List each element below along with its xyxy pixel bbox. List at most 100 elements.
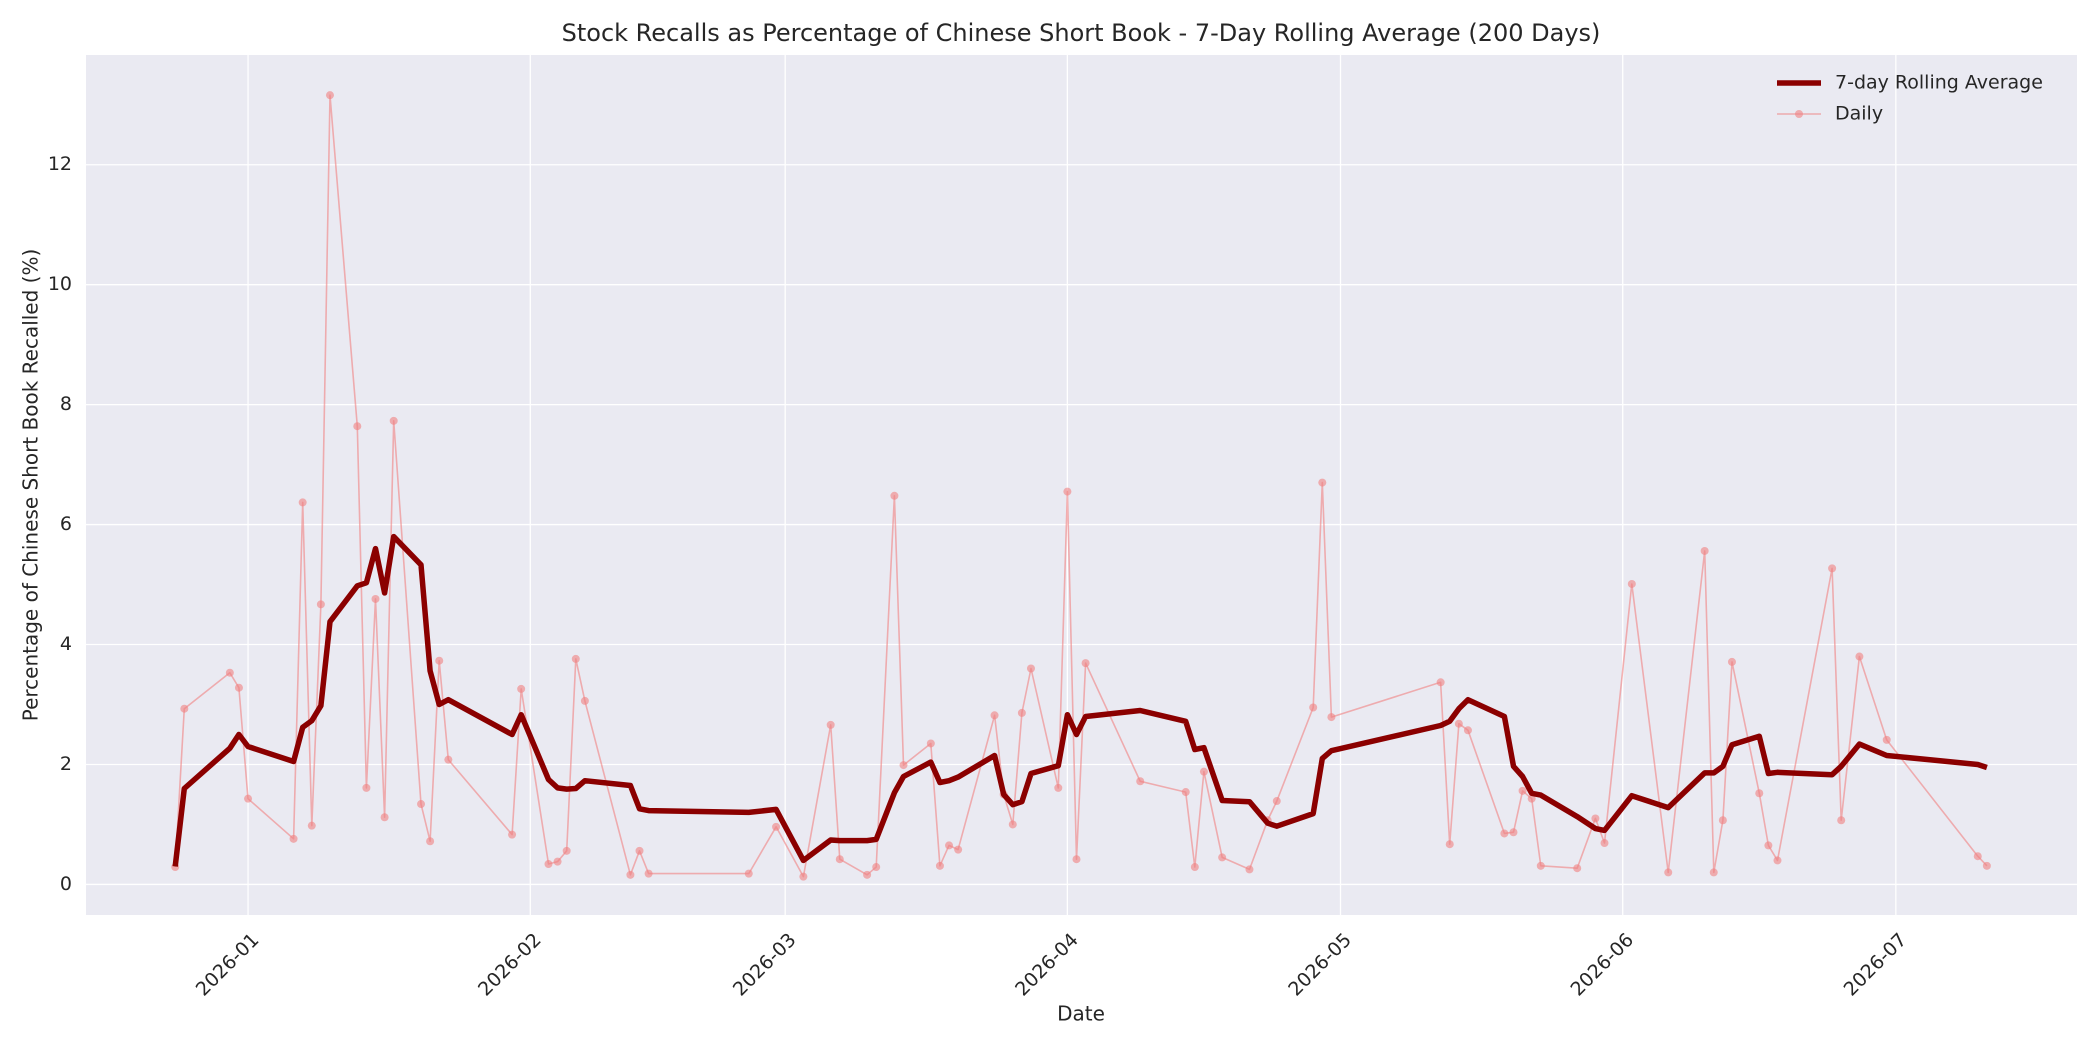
data-point	[1072, 855, 1081, 864]
data-point	[1199, 767, 1208, 776]
data-point	[826, 720, 835, 729]
data-point	[1573, 864, 1582, 873]
y-tick-label: 0	[60, 873, 72, 895]
data-point	[517, 684, 526, 693]
data-point	[325, 91, 334, 100]
y-tick-label: 6	[60, 513, 72, 535]
data-point	[234, 683, 243, 692]
data-point	[180, 704, 189, 713]
data-point	[1272, 797, 1281, 806]
data-point	[508, 830, 517, 839]
data-point	[945, 841, 954, 850]
data-point	[389, 416, 398, 425]
data-point	[580, 696, 589, 705]
x-tick-label: 2026-06	[1566, 929, 1638, 1001]
data-point	[1454, 719, 1463, 728]
data-point	[1591, 814, 1600, 823]
legend-label: 7-day Rolling Average	[1835, 72, 2043, 94]
data-point	[1463, 726, 1472, 735]
data-point	[1063, 487, 1072, 496]
data-point	[1855, 652, 1864, 661]
data-point	[1709, 868, 1718, 877]
data-point	[890, 491, 899, 500]
data-point	[1445, 840, 1454, 849]
y-axis-label: Percentage of Chinese Short Book Recalle…	[19, 249, 43, 722]
y-tick-label: 4	[60, 633, 72, 655]
data-point	[1436, 678, 1445, 687]
data-point	[571, 654, 580, 663]
data-point	[1509, 828, 1518, 837]
data-point	[1245, 865, 1254, 874]
y-tick-label: 10	[48, 273, 72, 295]
data-point	[1518, 786, 1527, 795]
data-point	[298, 498, 307, 507]
data-point	[1627, 579, 1636, 588]
legend: 7-day Rolling Average Daily	[1777, 72, 2043, 125]
data-point	[1500, 829, 1509, 838]
data-point	[1136, 777, 1145, 786]
data-point	[553, 857, 562, 866]
data-point	[307, 821, 316, 830]
plot-area	[86, 55, 2077, 915]
chart-title: Stock Recalls as Percentage of Chinese S…	[562, 19, 1601, 47]
data-point	[426, 837, 435, 846]
data-point	[1527, 794, 1536, 803]
data-point	[744, 869, 753, 878]
data-point	[562, 846, 571, 855]
data-point	[1026, 664, 1035, 673]
x-tick-label: 2026-05	[1284, 929, 1356, 1001]
data-point	[225, 668, 234, 677]
data-point	[1727, 657, 1736, 666]
data-point	[1054, 783, 1063, 792]
data-point	[1700, 546, 1709, 555]
y-tick-label: 12	[48, 153, 72, 175]
data-point	[1764, 841, 1773, 850]
data-point	[954, 845, 963, 854]
data-point	[1008, 820, 1017, 829]
data-point	[626, 870, 635, 879]
data-point	[644, 869, 653, 878]
data-point	[1773, 856, 1782, 865]
data-point	[635, 846, 644, 855]
data-point	[772, 822, 781, 831]
x-axis-label: Date	[1057, 1002, 1105, 1026]
data-point	[1828, 564, 1837, 573]
data-point	[799, 872, 808, 881]
data-point	[316, 600, 325, 609]
data-point	[1181, 788, 1190, 797]
data-point	[835, 855, 844, 864]
x-tick-label: 2026-07	[1840, 929, 1912, 1001]
data-point	[926, 739, 935, 748]
data-point	[899, 761, 908, 770]
data-point	[1664, 868, 1673, 877]
data-point	[289, 834, 298, 843]
y-tick-label: 8	[60, 393, 72, 415]
data-point	[1882, 735, 1891, 744]
data-point	[872, 863, 881, 872]
data-point	[417, 800, 426, 809]
data-point	[1837, 816, 1846, 825]
data-point	[1081, 659, 1090, 668]
series-line	[172, 533, 1988, 867]
data-point	[353, 422, 362, 431]
data-point	[1536, 861, 1545, 870]
data-point	[380, 813, 389, 822]
data-point	[1982, 861, 1991, 870]
x-tick-label: 2026-01	[192, 929, 264, 1001]
data-point	[1190, 863, 1199, 872]
legend-marker	[1795, 110, 1803, 118]
data-point	[362, 783, 371, 792]
legend-label: Daily	[1835, 103, 1883, 125]
data-point	[990, 711, 999, 720]
data-point	[935, 861, 944, 870]
data-point	[435, 656, 444, 665]
data-point	[1309, 703, 1318, 712]
data-point	[544, 860, 553, 869]
data-point	[1218, 853, 1227, 862]
x-tick-label: 2026-02	[474, 929, 546, 1001]
data-point	[1327, 713, 1336, 722]
data-point	[244, 794, 253, 803]
data-point	[444, 755, 453, 764]
data-point	[1318, 478, 1327, 487]
